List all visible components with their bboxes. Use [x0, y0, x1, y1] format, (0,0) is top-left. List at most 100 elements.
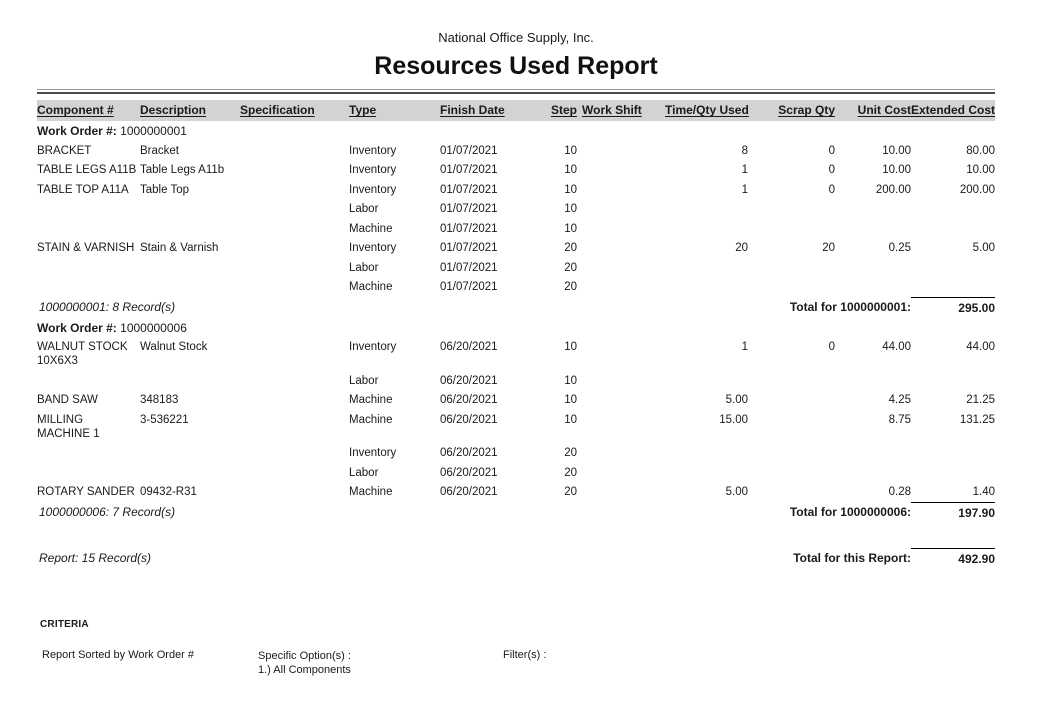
cell-description: Stain & Varnish [140, 242, 219, 254]
cell-scrap_qty [748, 258, 835, 278]
cell-scrap_qty: 0 [828, 183, 835, 196]
table-row: Labor 01/07/2021 20 [37, 258, 995, 278]
cell-scrap_qty [748, 371, 835, 391]
cell-description [140, 219, 240, 239]
cell-component [37, 443, 140, 463]
cell-extended_cost [911, 219, 995, 239]
cell-specification [240, 219, 349, 239]
cell-type: Labor [349, 466, 379, 479]
cell-step: 10 [564, 164, 577, 176]
cell-work_shift [577, 160, 665, 180]
table-row: BRACKET Bracket Inventory 01/07/2021 10 8 0 10.… [37, 141, 995, 161]
cell-description [140, 371, 240, 391]
cell-time_qty_used: 5.00 [725, 486, 748, 498]
cell-component: STAIN & VARNISH [37, 242, 135, 254]
group-total-row: 1000000006: 7 Record(s) Total for 1000000… [37, 501, 995, 523]
group-total-label: Total for 1000000006: [789, 505, 911, 519]
table-row: Inventory 06/20/2021 20 [37, 443, 995, 463]
cell-scrap_qty: 20 [822, 242, 835, 254]
specific-options-label: Specific Option(s) : [258, 650, 351, 662]
column-header-description: Description [140, 103, 207, 117]
cell-work_shift [577, 337, 665, 371]
cell-scrap_qty: 0 [828, 341, 835, 353]
cell-unit_cost: 200.00 [875, 183, 911, 196]
cell-finish_date: 06/20/2021 [440, 447, 498, 459]
cell-specification [240, 337, 349, 371]
cell-extended_cost: 131.25 [959, 413, 995, 426]
cell-unit_cost [835, 277, 911, 297]
cell-type: Machine [349, 281, 393, 293]
cell-step: 10 [564, 203, 577, 215]
cell-work_shift [577, 258, 665, 278]
cell-step: 20 [564, 486, 577, 498]
cell-time_qty_used: 1 [741, 164, 748, 176]
table-row: Labor 06/20/2021 10 [37, 371, 995, 391]
cell-finish_date: 06/20/2021 [440, 486, 498, 498]
cell-specification [240, 238, 349, 258]
cell-component [37, 277, 140, 297]
cell-description: 3-536221 [140, 413, 189, 426]
cell-extended_cost: 21.25 [966, 394, 995, 406]
column-header-component: Component # [37, 103, 114, 117]
cell-specification [240, 160, 349, 180]
cell-specification [240, 180, 349, 200]
cell-finish_date: 01/07/2021 [440, 144, 498, 157]
cell-type: Inventory [349, 341, 397, 353]
cell-step: 10 [564, 413, 577, 426]
column-header-extended_cost: Extended Cost [911, 103, 996, 117]
cell-finish_date: 01/07/2021 [440, 183, 498, 196]
cell-description [140, 277, 240, 297]
cell-unit_cost [835, 371, 911, 391]
cell-type: Inventory [349, 144, 397, 157]
cell-scrap_qty [748, 443, 835, 463]
cell-work_shift [577, 277, 665, 297]
cell-description [140, 199, 240, 219]
cell-unit_cost: 8.75 [888, 413, 911, 426]
cell-component [37, 463, 140, 483]
table-row: ROTARY SANDER 09432-R31 Machine 06/20/2021 2… [37, 482, 995, 502]
cell-unit_cost [835, 199, 911, 219]
cell-extended_cost: 10.00 [966, 164, 995, 176]
group-total-label: Total for 1000000001: [789, 300, 911, 314]
cell-extended_cost: 80.00 [966, 144, 995, 157]
cell-description: 348183 [140, 394, 179, 406]
cell-scrap_qty: 0 [828, 144, 835, 157]
cell-extended_cost: 200.00 [959, 183, 995, 196]
cell-step: 20 [564, 281, 577, 293]
work-order-label: Work Order #: [37, 320, 121, 335]
report-total-row: Report: 15 Record(s) Total for this Repo… [37, 547, 995, 569]
criteria-specific-options: Specific Option(s) : 1.) All Components [258, 649, 351, 677]
table-row: Machine 01/07/2021 10 [37, 219, 995, 239]
cell-type: Labor [349, 374, 379, 387]
table-row: WALNUT STOCK 10X6X3 Walnut Stock Inventory… [37, 337, 995, 371]
cell-time_qty_used: 5.00 [725, 394, 748, 406]
cell-unit_cost [835, 443, 911, 463]
cell-unit_cost [835, 258, 911, 278]
cell-time_qty_used: 8 [741, 144, 748, 157]
report-content: National Office Supply, Inc. Resources U… [37, 0, 995, 569]
cell-component: TABLE LEGS A11B [37, 164, 137, 176]
cell-description: Table Legs A11b [140, 164, 225, 176]
report-total-value: 492.90 [911, 547, 995, 569]
table-row: TABLE LEGS A11B Table Legs A11b Inventory 0… [37, 160, 995, 180]
cell-finish_date: 01/07/2021 [440, 242, 498, 254]
cell-component: ROTARY SANDER [37, 486, 135, 498]
cell-unit_cost: 10.00 [882, 144, 911, 157]
cell-step: 10 [564, 144, 577, 157]
group-total-value: 295.00 [911, 296, 995, 318]
cell-extended_cost [911, 199, 995, 219]
cell-finish_date: 06/20/2021 [440, 394, 498, 406]
cell-component [37, 371, 140, 391]
column-header-specification: Specification [240, 103, 315, 117]
cell-work_shift [577, 180, 665, 200]
group-record-count: 1000000001: 8 Record(s) [39, 300, 176, 314]
cell-time_qty_used: 1 [741, 183, 748, 196]
cell-time_qty_used [665, 258, 748, 278]
cell-type: Machine [349, 394, 393, 406]
cell-specification [240, 482, 349, 502]
cell-work_shift [577, 410, 665, 444]
cell-description: Table Top [140, 183, 190, 196]
cell-work_shift [577, 390, 665, 410]
group-total-row: 1000000001: 8 Record(s) Total for 1000000… [37, 296, 995, 318]
cell-work_shift [577, 463, 665, 483]
